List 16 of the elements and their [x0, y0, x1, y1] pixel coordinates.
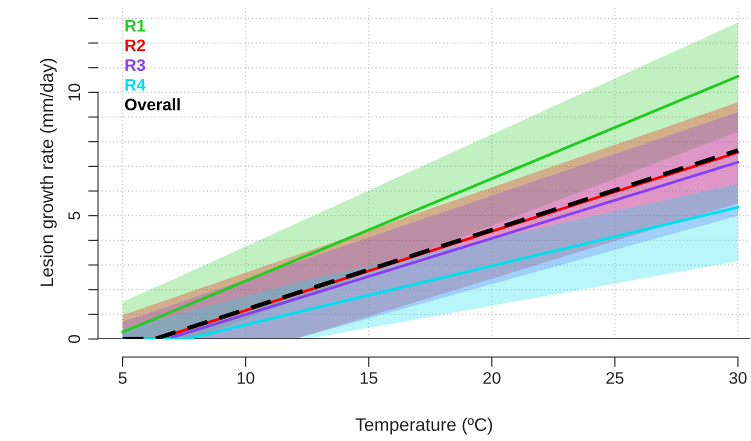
text: Overall: [125, 98, 180, 110]
x-tick-label: 30: [729, 372, 747, 384]
x-axis-title: Temperature (ºC): [356, 418, 492, 435]
text: R3: [126, 59, 146, 72]
x-tick-label: 15: [360, 372, 378, 384]
y-tick-label: 10: [68, 84, 80, 100]
x-tick-label: 25: [606, 372, 624, 384]
x-tick-label: 20: [483, 372, 500, 384]
text: R4: [126, 79, 146, 91]
y-tick-label: 5: [68, 212, 80, 220]
y-axis-title: Lesion growth rate (mm/day): [40, 58, 57, 286]
y-tick-label: 0: [68, 335, 80, 343]
x-tick-label: 5: [118, 372, 127, 384]
text: R1: [126, 20, 146, 32]
x-tick-label: 10: [238, 372, 254, 384]
text: R2: [126, 40, 146, 52]
